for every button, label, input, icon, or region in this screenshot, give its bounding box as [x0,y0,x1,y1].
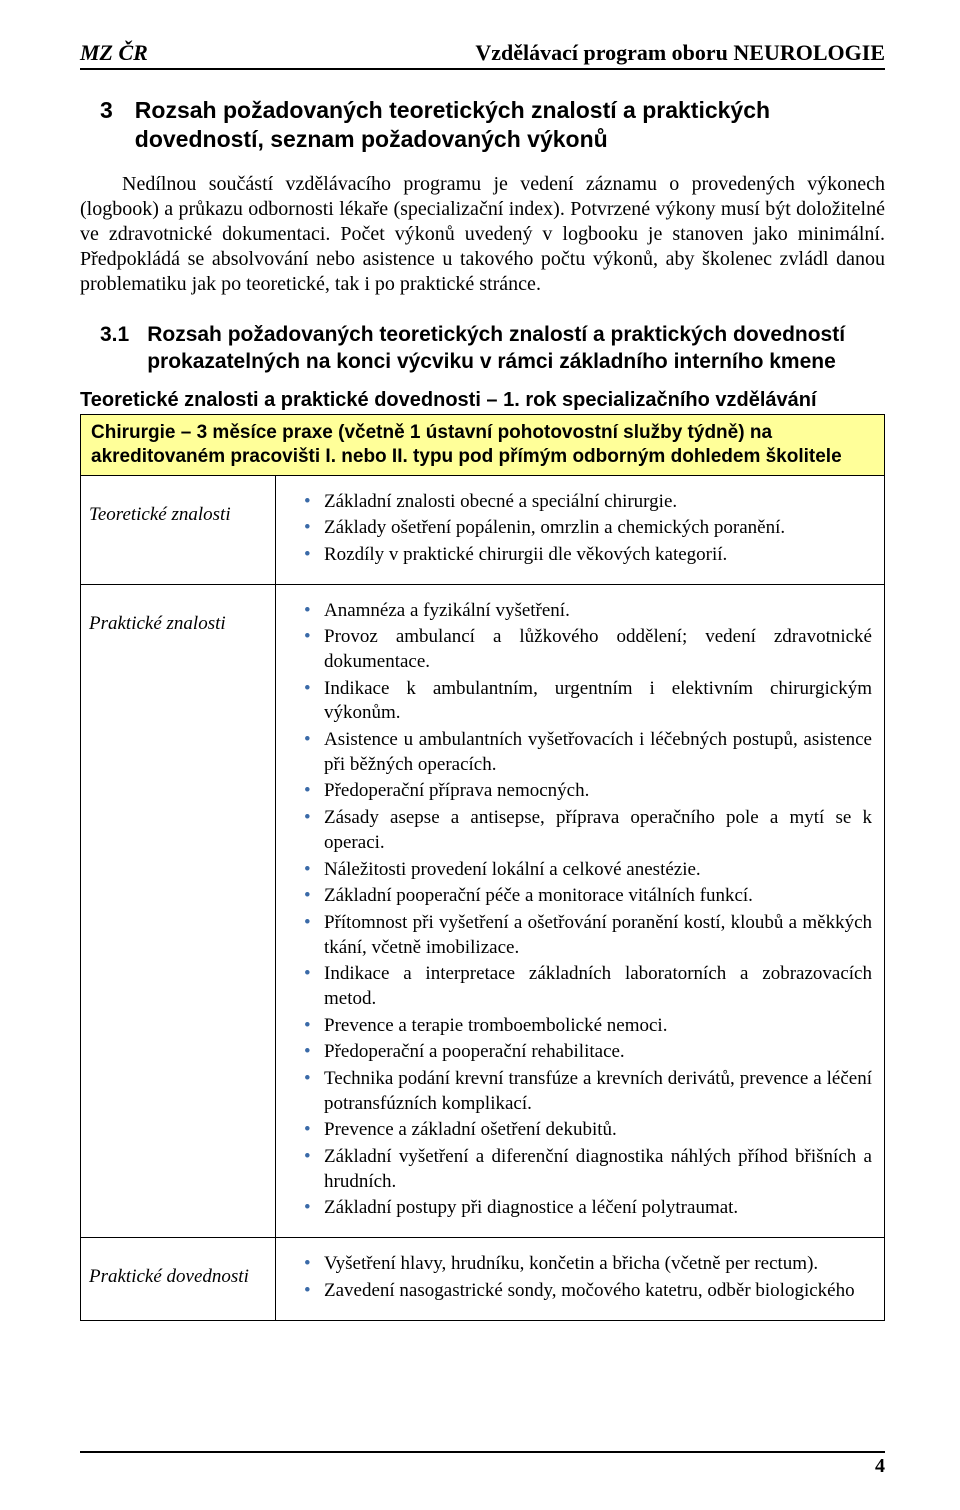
list-item: Základní vyšetření a diferenční diagnost… [308,1145,872,1194]
list-item: Předoperační příprava nemocných. [308,779,872,804]
intro-paragraph: Nedílnou součástí vzdělávacího programu … [80,172,885,297]
subsection-heading: 3.1 Rozsah požadovaných teoretických zna… [100,321,885,376]
list-item: Zásady asepse a antisepse, příprava oper… [308,806,872,855]
row-list-cell: Anamnéza a fyzikální vyšetření.Provoz am… [276,584,885,1238]
list-item: Základní postupy při diagnostice a léčen… [308,1196,872,1221]
row-list-cell: Základní znalosti obecné a speciální chi… [276,475,885,584]
header-left: MZ ČR [80,40,148,66]
list-item: Technika podání krevní transfúze a krevn… [308,1067,872,1116]
list-item: Anamnéza a fyzikální vyšetření. [308,599,872,624]
page-number: 4 [875,1455,885,1477]
list-item: Rozdíly v praktické chirurgii dle věkový… [308,543,872,568]
list-item: Vyšetření hlavy, hrudníku, končetin a bř… [308,1252,872,1277]
table-header-cell: Chirurgie – 3 měsíce praxe (včetně 1 úst… [81,415,885,476]
header-right: Vzdělávací program oboru NEUROLOGIE [475,40,885,66]
row-label: Teoretické znalosti [81,475,276,584]
list-item: Náležitosti provedení lokální a celkové … [308,858,872,883]
list-item: Předoperační a pooperační rehabilitace. [308,1040,872,1065]
list-item: Indikace a interpretace základních labor… [308,962,872,1011]
table-row: Teoretické znalosti Základní znalosti obe… [81,475,885,584]
row-label: Praktické znalosti [81,584,276,1238]
row-label: Praktické dovednosti [81,1238,276,1320]
list-item: Provoz ambulancí a lůžkového oddělení; v… [308,625,872,674]
list-item: Asistence u ambulantních vyšetřovacích i… [308,728,872,777]
table-row: Praktické dovednosti Vyšetření hlavy, hru… [81,1238,885,1320]
section-heading: 3 Rozsah požadovaných teoretických znalo… [100,96,885,154]
sub-heading: Teoretické znalosti a praktické dovednos… [80,389,885,412]
item-list: Anamnéza a fyzikální vyšetření.Provoz am… [288,599,872,1222]
header-line: MZ ČR Vzdělávací program oboru NEUROLOGI… [80,40,885,70]
footer: 4 [80,1451,885,1478]
table-row: Praktické znalostiAnamnéza a fyzikální v… [81,584,885,1238]
list-item: Zavedení nasogastrické sondy, močového k… [308,1279,872,1304]
list-item: Základní pooperační péče a monitorace vi… [308,884,872,909]
table-header-row: Chirurgie – 3 měsíce praxe (včetně 1 úst… [81,415,885,476]
subsection-number: 3.1 [100,321,129,348]
subsection-title: Rozsah požadovaných teoretických znalost… [147,321,885,376]
item-list: Vyšetření hlavy, hrudníku, končetin a bř… [288,1252,872,1303]
list-item: Základní znalosti obecné a speciální chi… [308,490,872,515]
row-list-cell: Vyšetření hlavy, hrudníku, končetin a bř… [276,1238,885,1320]
list-item: Přítomnost při vyšetření a ošetřování po… [308,911,872,960]
section-title: Rozsah požadovaných teoretických znalost… [135,96,885,154]
list-item: Základy ošetření popálenin, omrzlin a ch… [308,516,872,541]
list-item: Indikace k ambulantním, urgentním i elek… [308,677,872,726]
section-number: 3 [100,96,113,125]
list-item: Prevence a terapie tromboembolické nemoc… [308,1014,872,1039]
skills-table: Chirurgie – 3 měsíce praxe (včetně 1 úst… [80,414,885,1320]
list-item: Prevence a základní ošetření dekubitů. [308,1118,872,1143]
item-list: Základní znalosti obecné a speciální chi… [288,490,872,568]
